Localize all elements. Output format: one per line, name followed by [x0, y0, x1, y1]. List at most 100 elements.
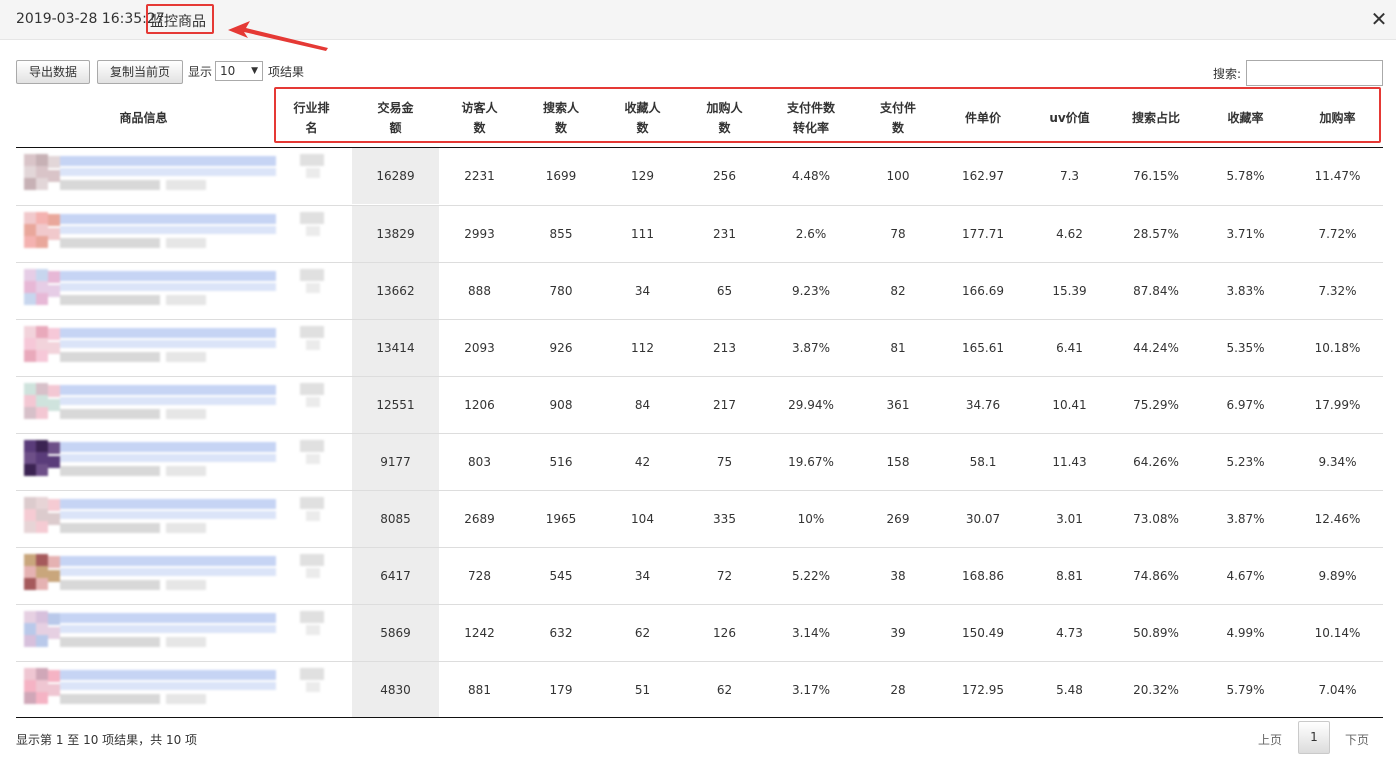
table-cell: 881 [468, 683, 491, 697]
blurred-pixel [300, 440, 324, 452]
column-header[interactable]: 交易金额 [352, 88, 439, 148]
blurred-pixel [36, 350, 48, 362]
column-header[interactable]: 件单价 [940, 88, 1026, 148]
table-row[interactable]: 16289 2231 1699 129 256 4.48% 100 162.97 7.3 76.1… [16, 148, 1383, 205]
table-row[interactable]: 5869 1242 632 62 126 3.14% 39 150.49 4.73 50.89% 4… [16, 604, 1383, 661]
blurred-pixel [300, 668, 324, 680]
column-header[interactable]: 收藏人数 [602, 88, 683, 148]
column-header[interactable]: 搜索占比 [1113, 88, 1199, 148]
copy-page-button[interactable]: 复制当前页 [97, 60, 183, 84]
table-cell: 11.43 [1052, 455, 1087, 469]
page-size-select[interactable]: 10 ▼ [215, 61, 263, 81]
blurred-pixel [24, 293, 36, 305]
table-row[interactable]: 12551 1206 908 84 217 29.94% 361 34.76 10.41 75.2… [16, 376, 1383, 433]
table-cell: 8085 [352, 491, 439, 547]
blurred-pixel [48, 613, 60, 625]
column-header[interactable]: 商品信息 [16, 88, 271, 148]
table-row[interactable]: 8085 2689 1965 104 335 10% 269 30.07 3.01 73.08% 3… [16, 490, 1383, 547]
column-header-label: 支付件数 [879, 101, 916, 135]
blurred-pixel [24, 464, 36, 476]
blurred-pixel [60, 637, 160, 647]
column-header[interactable]: 支付件数 转化率 [766, 88, 856, 148]
chevron-down-icon: ▼ [251, 66, 258, 76]
blurred-pixel [60, 466, 160, 476]
table-cell: 3.17% [791, 683, 831, 697]
table-row[interactable]: 13829 2993 855 111 231 2.6% 78 177.71 4.62 28.57%… [16, 205, 1383, 262]
table-cell: 166.69 [962, 284, 1004, 298]
table-row[interactable]: 13662 888 780 34 65 9.23% 82 166.69 15.39 87.84% 3… [16, 262, 1383, 319]
table-cell: 28.57% [1133, 227, 1179, 241]
table-header: 商品信息 行业排名 交易金额 访客人数 搜索人数 收藏人数 加购人数 支付件数 转化率 支付件数 件… [16, 88, 1383, 148]
blurred-pixel [60, 694, 160, 704]
next-page-button[interactable]: 下页 [1345, 733, 1370, 747]
blurred-pixel [60, 295, 160, 305]
table-cell: 5.78% [1226, 169, 1265, 183]
blurred-pixel [60, 180, 160, 190]
table-row[interactable]: 4830 881 179 51 62 3.17% 28 172.95 5.48 20.32% 5.7… [16, 661, 1383, 718]
show-label: 显示 [188, 65, 213, 79]
table-cell: 73.08% [1133, 512, 1179, 526]
table-cell: 213 [713, 341, 736, 355]
column-header-label: 支付件数 转化率 [786, 101, 835, 135]
table-cell: 1242 [464, 626, 495, 640]
search-input[interactable] [1246, 60, 1383, 86]
blurred-pixel [306, 625, 320, 635]
prev-page-button[interactable]: 上页 [1258, 733, 1283, 747]
blurred-pixel [36, 212, 48, 224]
blurred-pixel [36, 509, 48, 521]
column-header[interactable]: 加购率 [1292, 88, 1383, 148]
column-header[interactable]: 加购人数 [683, 88, 766, 148]
product-info-blurred [16, 605, 352, 661]
table-cell: 34.76 [965, 398, 1001, 412]
blurred-pixel [60, 682, 276, 690]
column-header[interactable]: 支付件数 [856, 88, 940, 148]
table-cell: 172.95 [962, 683, 1004, 697]
blurred-pixel [36, 178, 48, 190]
table-cell: 87.84% [1133, 284, 1179, 298]
title-highlight-box [146, 4, 214, 34]
table-cell: 10.18% [1314, 341, 1361, 355]
column-header[interactable]: 访客人数 [439, 88, 520, 148]
blurred-pixel [24, 212, 36, 224]
column-header[interactable]: 搜索人数 [520, 88, 602, 148]
blurred-pixel [36, 407, 48, 419]
column-header[interactable]: uv价值 [1026, 88, 1113, 148]
table-cell: 231 [713, 227, 736, 241]
blurred-pixel [24, 521, 36, 533]
column-header[interactable]: 收藏率 [1199, 88, 1292, 148]
blurred-pixel [36, 692, 48, 704]
table-row[interactable]: 13414 2093 926 112 213 3.87% 81 165.61 6.41 44.24… [16, 319, 1383, 376]
blurred-pixel [36, 236, 48, 248]
table-cell: 4.73 [1056, 626, 1083, 640]
blurred-pixel [166, 466, 206, 476]
table-cell: 7.72% [1318, 227, 1357, 241]
column-header[interactable]: 行业排名 [271, 88, 352, 148]
export-data-button[interactable]: 导出数据 [16, 60, 90, 84]
blurred-pixel [60, 238, 160, 248]
table-cell: 256 [713, 169, 736, 183]
table-cell: 75 [716, 455, 733, 469]
blurred-pixel [24, 623, 36, 635]
blurred-pixel [60, 568, 276, 576]
table-cell: 13662 [352, 263, 439, 319]
blurred-pixel [36, 166, 48, 178]
blurred-pixel [300, 212, 324, 224]
table-cell: 269 [886, 512, 910, 526]
table-cell: 9.23% [791, 284, 831, 298]
blurred-pixel [60, 409, 160, 419]
dialog-titlebar: 2019-03-28 16:35:27 监控商品 ✕ [0, 0, 1396, 51]
blurred-pixel [48, 399, 60, 411]
close-icon[interactable]: ✕ [1370, 7, 1388, 31]
blurred-pixel [166, 523, 206, 533]
blurred-pixel [166, 580, 206, 590]
blurred-pixel [48, 513, 60, 525]
blurred-pixel [60, 499, 276, 509]
blurred-pixel [24, 236, 36, 248]
current-page-button[interactable]: 1 [1298, 721, 1330, 754]
blurred-pixel [306, 511, 320, 521]
table-cell: 516 [549, 455, 573, 469]
product-info-blurred [16, 263, 352, 319]
table-cell: 165.61 [962, 341, 1004, 355]
table-row[interactable]: 9177 803 516 42 75 19.67% 158 58.1 11.43 64.26% 5.… [16, 433, 1383, 490]
table-row[interactable]: 6417 728 545 34 72 5.22% 38 168.86 8.81 74.86% 4.6… [16, 547, 1383, 604]
